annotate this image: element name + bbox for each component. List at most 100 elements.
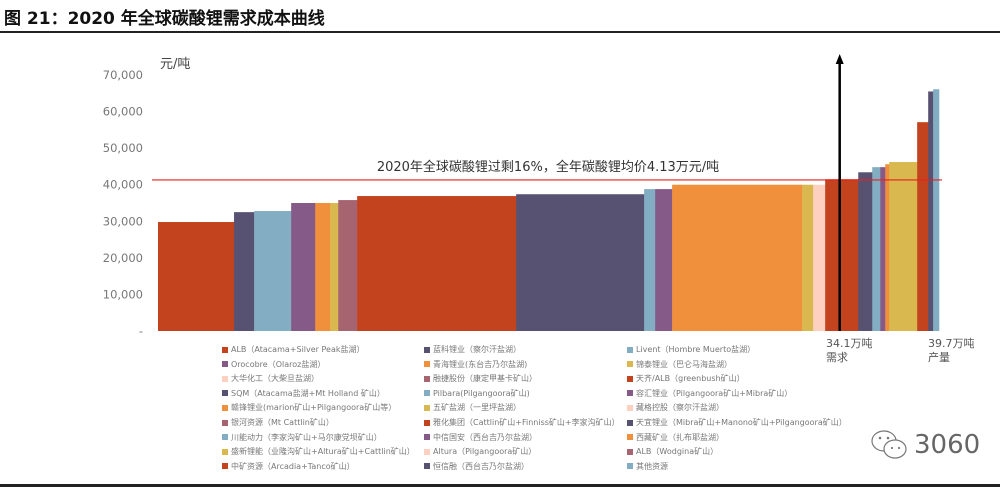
legend-swatch — [222, 448, 228, 455]
legend-label: 容汇锂业（Pilgangoora矿山+Mibra矿山） — [636, 388, 793, 398]
cost-bar — [825, 179, 859, 331]
legend-swatch — [222, 404, 228, 411]
cost-bar — [158, 222, 235, 331]
legend-swatch — [627, 419, 633, 426]
legend-swatch — [627, 361, 633, 368]
legend-label: ALB（Wodgina矿山） — [636, 447, 719, 457]
cost-bar — [291, 203, 316, 331]
legend-label: 藏格控股（察尔汗盐湖） — [636, 403, 724, 413]
legend-swatch — [222, 390, 228, 397]
cost-bar — [655, 189, 673, 331]
cost-bar — [880, 167, 886, 331]
legend-item: 中矿资源（Arcadia+Tanco矿山） — [222, 461, 355, 472]
legend-item: 大华化工（大柴旦盐湖） — [222, 373, 319, 384]
y-tick-label: 40,000 — [103, 178, 143, 192]
legend-swatch — [424, 404, 430, 411]
legend-label: Livent（Hombre Muerto盐湖） — [636, 345, 756, 354]
supply-label: 产量 — [928, 350, 950, 364]
y-tick-label: 50,000 — [103, 141, 143, 155]
legend-label: 中信国安（西台吉乃尔盐湖） — [433, 432, 537, 442]
cost-bar — [315, 203, 331, 331]
cost-bar — [813, 184, 826, 331]
legend-item: 盛新锂能（业隆沟矿山+Altura矿山+Cattlin矿山） — [222, 446, 415, 457]
legend-label: Orocobre（Olaroz盐湖） — [231, 359, 326, 369]
legend-swatch — [627, 404, 633, 411]
legend-swatch — [222, 375, 228, 382]
watermark-text: 3060 — [914, 430, 981, 460]
legend-swatch — [424, 375, 430, 382]
legend-label: ALB（Atacama+Silver Peak盐湖） — [231, 345, 365, 354]
legend-item: 天宜锂业（Mibra矿山+Manono矿山+Pilgangoora矿山） — [627, 417, 847, 428]
average-price-annotation: 2020年全球碳酸锂过剩16%，全年碳酸锂均价4.13万元/吨 — [377, 159, 719, 175]
cost-bar — [858, 172, 873, 331]
cost-bar — [928, 91, 934, 331]
cost-bar — [234, 212, 255, 331]
legend-label: 锦泰锂业（巴仑马海盐湖） — [636, 359, 732, 369]
cost-bar — [917, 122, 929, 331]
legend-label: Altura（Pilgangoora矿山） — [433, 447, 537, 457]
legend-label: 融捷股份（康定甲基卡矿山） — [433, 374, 537, 384]
legend-label: 盛新锂能（业隆沟矿山+Altura矿山+Cattlin矿山） — [231, 447, 415, 457]
legend-swatch — [627, 375, 633, 382]
legend-swatch — [424, 434, 430, 441]
legend-item: 锦泰锂业（巴仑马海盐湖） — [627, 359, 732, 370]
legend-swatch — [627, 463, 633, 470]
y-tick-label: 30,000 — [103, 214, 143, 228]
legend-item: Pilbara(Pilgangoora矿山) — [424, 388, 530, 399]
legend-swatch — [424, 361, 430, 368]
legend-label: 中矿资源（Arcadia+Tanco矿山） — [231, 461, 355, 471]
legend-label: 天宜锂业（Mibra矿山+Manono矿山+Pilgangoora矿山） — [636, 418, 847, 427]
legend-item: 银河资源（Mt Cattlin矿山） — [222, 417, 334, 428]
legend-item: 融捷股份（康定甲基卡矿山） — [424, 373, 537, 384]
legend-item: Livent（Hombre Muerto盐湖） — [627, 344, 755, 355]
cost-bar — [885, 164, 890, 331]
legend-label: 川能动力（李家沟矿山+马尔康党坝矿山） — [231, 432, 382, 442]
y-tick-label: 20,000 — [103, 251, 143, 265]
legend-item: 天齐/ALB（greenbush矿山） — [627, 373, 745, 384]
demand-label: 需求 — [826, 351, 848, 364]
legend-item: 蓝科锂业（察尔汗盐湖） — [424, 344, 521, 355]
legend-item: 其他资源 — [627, 461, 668, 472]
y-axis-unit-label: 元/吨 — [160, 57, 190, 72]
legend-item: Altura（Pilgangoora矿山） — [424, 446, 536, 457]
legend-swatch — [627, 390, 633, 397]
legend-label: 恒信融（西台吉乃尔盐湖） — [433, 461, 529, 471]
legend-label: 其他资源 — [636, 461, 668, 471]
legend-swatch — [424, 419, 430, 426]
demand-value-label: 34.1万吨 — [826, 337, 873, 350]
demand-arrow-head — [835, 54, 844, 64]
legend-item: 雅化集团（Cattlin矿山+Finniss矿山+李家沟矿山） — [424, 417, 620, 428]
legend-item: 川能动力（李家沟矿山+马尔康党坝矿山） — [222, 432, 382, 443]
legend-item: 容汇锂业（Pilgangoora矿山+Mibra矿山） — [627, 388, 792, 399]
bottom-divider — [0, 484, 1000, 487]
legend-label: 蓝科锂业（察尔汗盐湖） — [433, 345, 521, 354]
cost-bar — [254, 211, 292, 331]
legend-swatch — [222, 361, 228, 368]
cost-bar — [889, 162, 918, 331]
y-tick-label: 10,000 — [103, 287, 143, 301]
legend-item: 中信国安（西台吉乃尔盐湖） — [424, 432, 537, 443]
figure-title: 图 21：2020 年全球碳酸锂需求成本曲线 — [4, 9, 325, 29]
legend-item: 青海锂业(东台吉乃尔盐湖) — [424, 359, 527, 370]
legend-swatch — [424, 390, 430, 397]
legend-label: 赣锋锂业(marion矿山+Pilgangoora矿山等） — [231, 403, 397, 413]
legend-item: SQM（Atacama盐湖+Mt Holland 矿山） — [222, 388, 385, 399]
cost-bar — [338, 200, 358, 331]
y-tick-label: 70,000 — [103, 68, 143, 82]
legend-swatch — [424, 448, 430, 455]
cost-bar — [357, 196, 517, 331]
legend-label: 银河资源（Mt Cattlin矿山） — [231, 418, 334, 427]
legend-item: 恒信融（西台吉乃尔盐湖） — [424, 461, 529, 472]
legend-item: 五矿盐湖（一里坪盐湖） — [424, 402, 521, 413]
legend-swatch — [424, 346, 430, 353]
legend-label: 天齐/ALB（greenbush矿山） — [636, 374, 745, 384]
legend-label: 雅化集团（Cattlin矿山+Finniss矿山+李家沟矿山） — [433, 418, 620, 427]
legend-item: ALB（Atacama+Silver Peak盐湖） — [222, 344, 365, 355]
legend-label: SQM（Atacama盐湖+Mt Holland 矿山） — [231, 388, 385, 398]
legend-swatch — [222, 463, 228, 470]
legend-label: 青海锂业(东台吉乃尔盐湖) — [433, 359, 528, 369]
legend-label: Pilbara(Pilgangoora矿山) — [433, 388, 530, 398]
y-tick-label: 60,000 — [103, 105, 143, 119]
